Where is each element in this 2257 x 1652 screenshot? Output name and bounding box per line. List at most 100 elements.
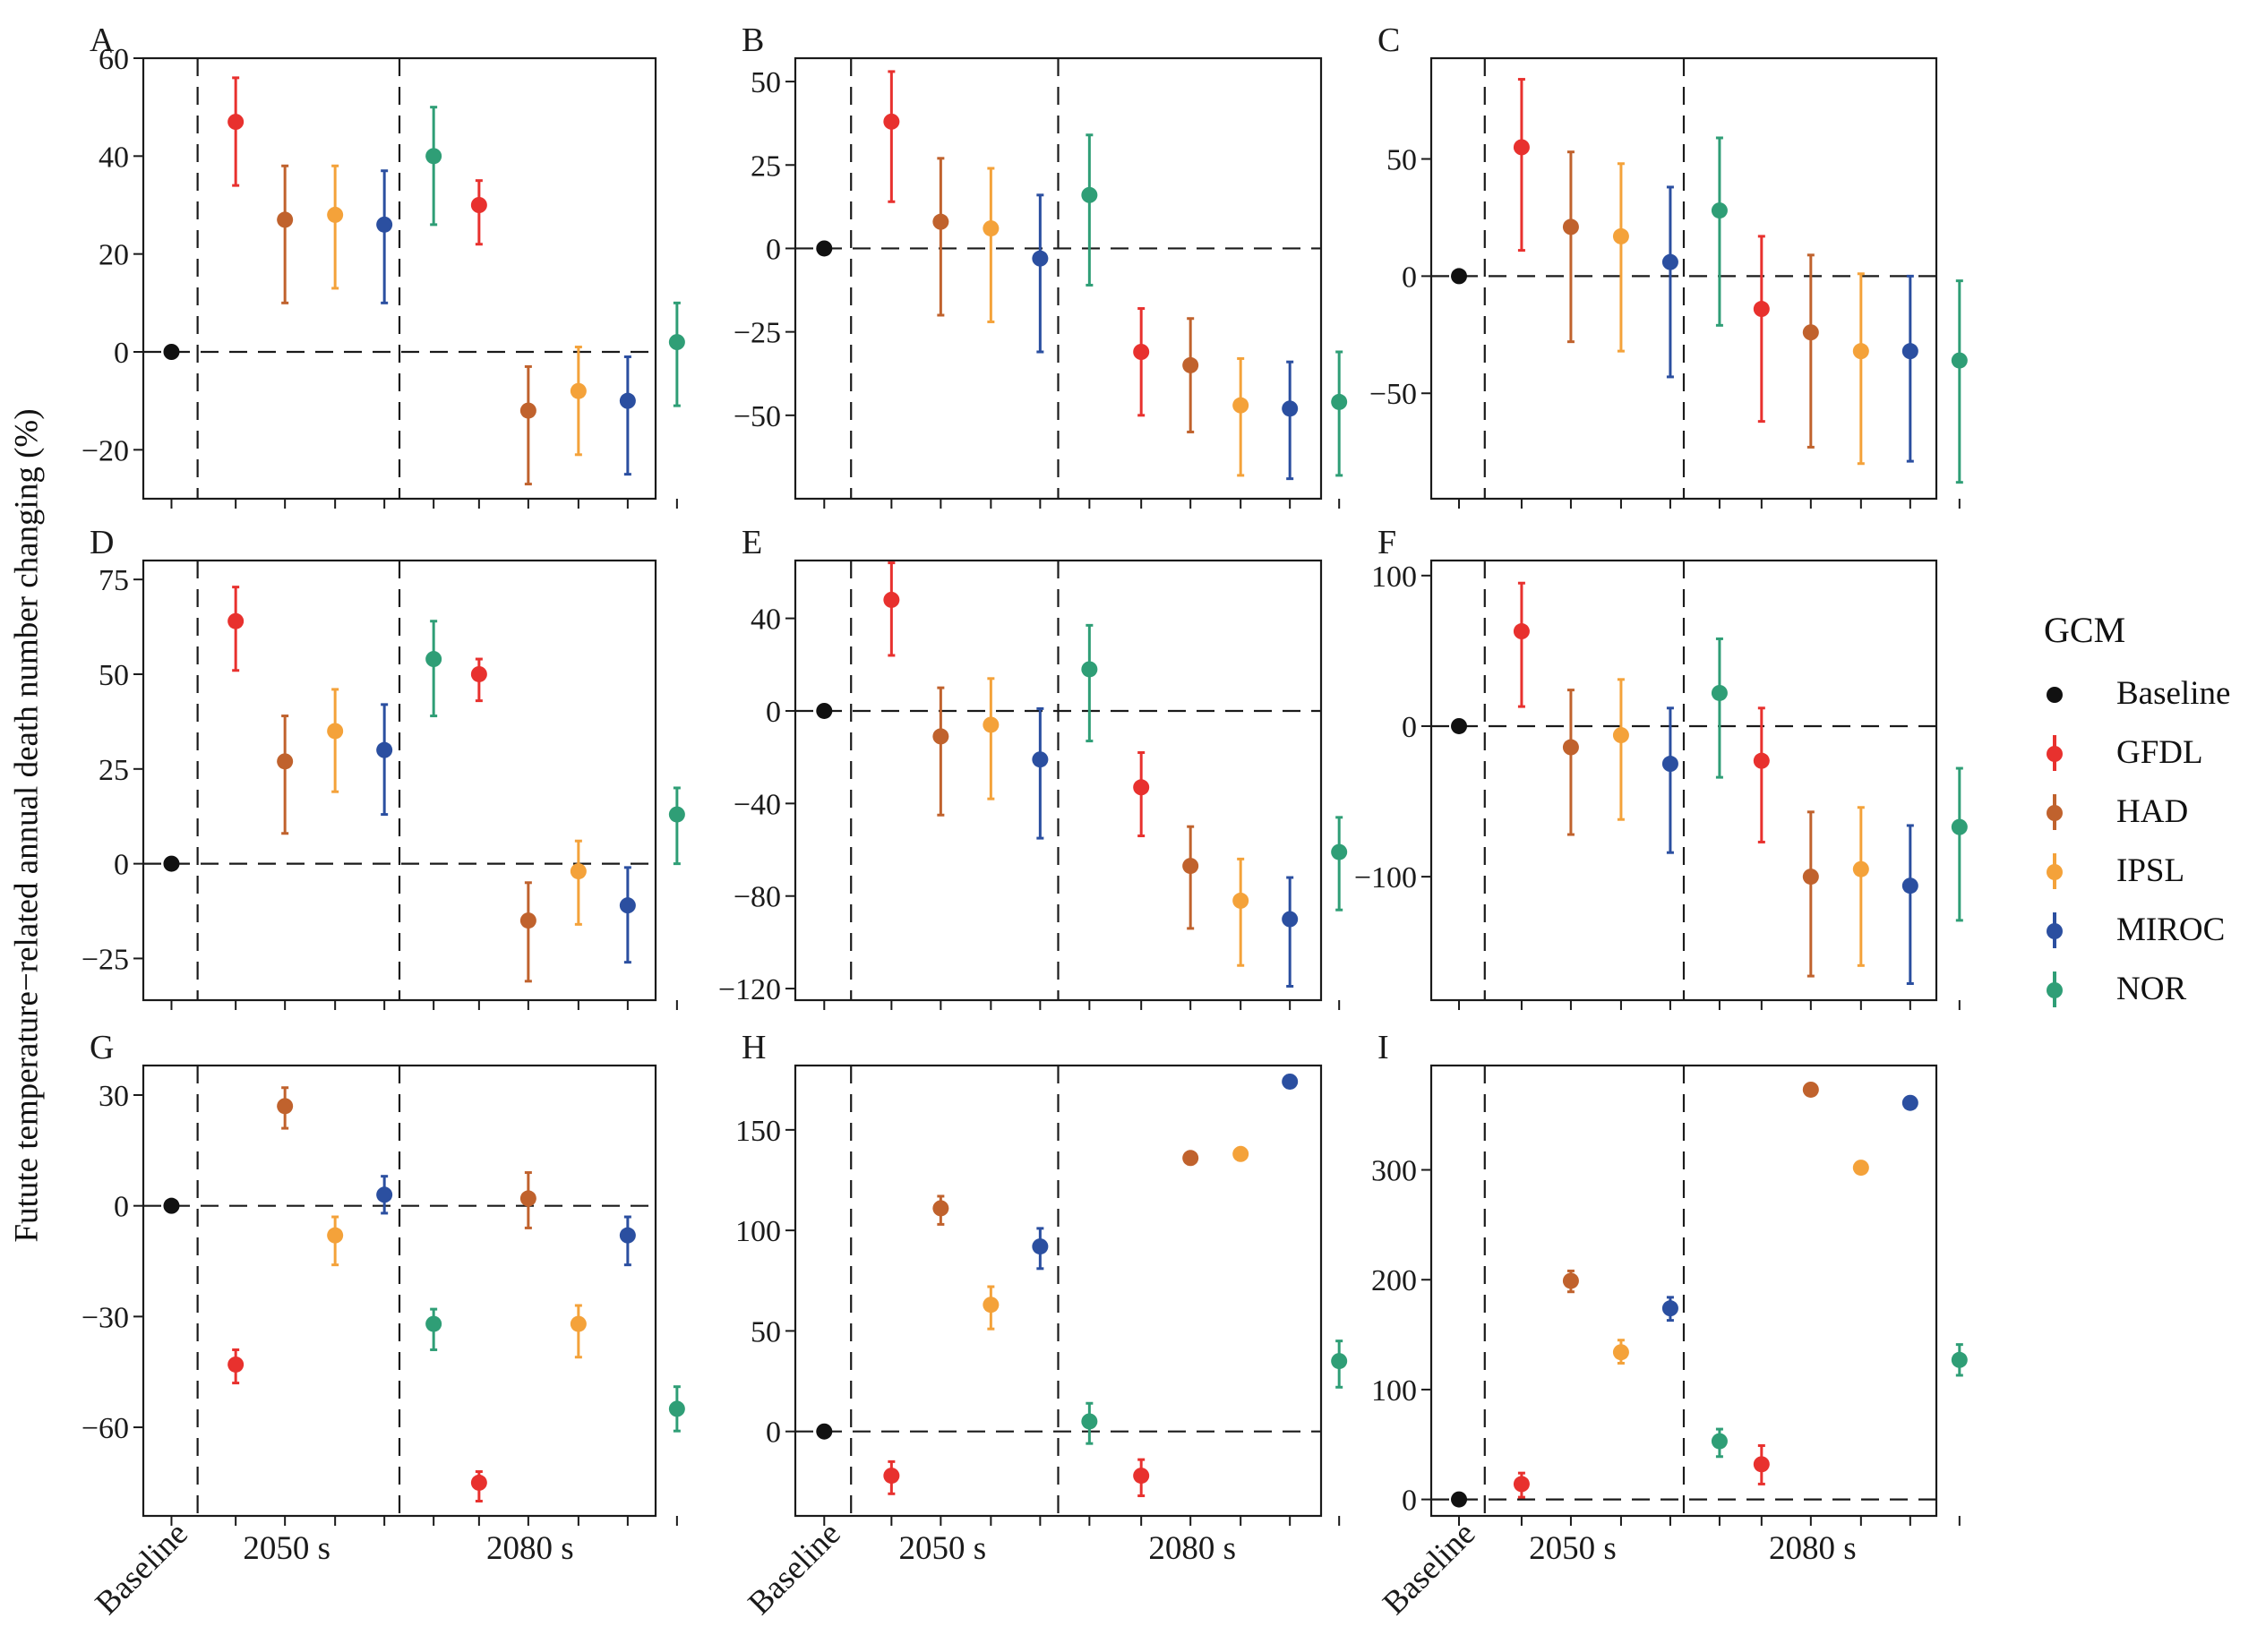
x-tick-label-2050s: 2050 s <box>1529 1530 1617 1567</box>
data-point-baseline <box>1451 268 1468 285</box>
panel-letter: H <box>742 1029 766 1066</box>
data-point-gfdl <box>470 1474 487 1491</box>
data-point-had <box>932 728 949 745</box>
data-point-miroc <box>619 392 636 409</box>
data-point-miroc <box>619 897 636 914</box>
data-point-nor <box>425 148 442 165</box>
data-point-miroc <box>1661 253 1678 270</box>
legend-label: MIROC <box>2116 912 2226 948</box>
data-point-nor <box>668 334 685 351</box>
data-point-had <box>1562 739 1579 756</box>
y-tick-label: 0 <box>1402 261 1417 294</box>
y-tick-label: 200 <box>1371 1264 1417 1297</box>
data-point-had <box>1182 356 1199 373</box>
y-tick-label: 50 <box>99 659 129 692</box>
data-point-miroc <box>1901 1094 1918 1111</box>
data-point-ipsl <box>570 1315 587 1332</box>
y-tick-label: 300 <box>1371 1155 1417 1188</box>
data-point-nor <box>1081 186 1098 203</box>
data-point-gfdl <box>227 114 245 131</box>
data-point-nor <box>1951 1351 1968 1368</box>
legend-swatch-dot <box>2047 923 2063 939</box>
data-point-baseline <box>816 1423 833 1440</box>
data-point-nor <box>1331 393 1348 410</box>
data-point-miroc <box>1032 1238 1049 1255</box>
y-tick-label: 0 <box>1402 711 1417 744</box>
data-point-baseline <box>816 240 833 257</box>
data-point-gfdl <box>1133 1468 1150 1485</box>
panel-letter: E <box>742 524 762 561</box>
y-tick-label: 0 <box>114 1191 129 1224</box>
x-tick-label-baseline: Baseline <box>742 1515 848 1622</box>
data-point-gfdl <box>1513 1476 1530 1493</box>
data-point-gfdl <box>1753 301 1770 318</box>
data-point-had <box>277 211 294 228</box>
data-point-had <box>277 1098 294 1115</box>
data-point-nor <box>1711 684 1728 701</box>
data-point-gfdl <box>1513 623 1530 640</box>
data-point-gfdl <box>1753 752 1770 769</box>
data-point-nor <box>425 1315 442 1332</box>
legend-swatch-dot <box>2047 982 2063 998</box>
y-tick-label: −40 <box>734 788 781 821</box>
data-point-miroc <box>619 1227 636 1244</box>
legend-swatch-dot <box>2047 746 2063 762</box>
data-point-ipsl <box>983 220 1000 237</box>
data-point-had <box>1562 218 1579 235</box>
data-point-ipsl <box>1852 343 1869 360</box>
data-point-nor <box>1711 202 1728 219</box>
data-point-ipsl <box>327 1227 344 1244</box>
data-point-miroc <box>376 741 393 758</box>
data-point-had <box>277 753 294 770</box>
y-tick-label: 0 <box>766 233 781 266</box>
data-point-nor <box>1331 1353 1348 1370</box>
data-point-miroc <box>1282 400 1299 417</box>
data-point-ipsl <box>983 716 1000 733</box>
data-point-baseline <box>163 344 180 360</box>
legend-title: GCM <box>2044 610 2126 650</box>
y-tick-label: 100 <box>1371 1374 1417 1408</box>
data-point-gfdl <box>1513 139 1530 156</box>
data-point-gfdl <box>227 612 245 629</box>
data-point-had <box>519 1190 536 1207</box>
data-point-baseline <box>1451 1491 1468 1508</box>
y-tick-label: −60 <box>82 1412 129 1445</box>
legend-item-nor: NOR <box>2006 963 2248 1022</box>
data-point-baseline <box>163 1197 180 1214</box>
data-point-ipsl <box>570 382 587 399</box>
y-tick-label: 100 <box>1371 561 1417 594</box>
y-tick-label: 60 <box>99 43 129 76</box>
data-point-had <box>1802 869 1819 886</box>
legend-item-gfdl: GFDL <box>2006 726 2248 785</box>
data-point-had <box>1802 1081 1819 1098</box>
y-tick-label: −25 <box>734 317 781 350</box>
data-point-gfdl <box>1133 344 1150 360</box>
data-point-baseline <box>1451 717 1468 734</box>
data-point-gfdl <box>470 197 487 213</box>
y-tick-label: 150 <box>735 1115 781 1148</box>
data-point-had <box>1562 1272 1579 1289</box>
legend: GCM Baseline GFDL HAD IPSL MIROC NOR <box>2006 609 2248 1022</box>
y-tick-label: 0 <box>114 337 129 370</box>
data-point-nor <box>1711 1433 1728 1450</box>
y-tick-label: 100 <box>735 1215 781 1248</box>
legend-label: Baseline <box>2116 675 2231 712</box>
data-point-ipsl <box>1232 1145 1249 1162</box>
y-tick-label: −80 <box>734 881 781 914</box>
panel-letter: D <box>90 524 114 561</box>
y-tick-label: −25 <box>82 943 129 976</box>
y-tick-label: −100 <box>1354 861 1417 894</box>
data-point-gfdl <box>883 591 900 608</box>
data-point-baseline <box>816 702 833 719</box>
data-point-miroc <box>1661 1300 1678 1317</box>
y-tick-label: −20 <box>82 434 129 467</box>
y-tick-label: 0 <box>766 696 781 729</box>
data-point-ipsl <box>327 723 344 740</box>
y-tick-label: −50 <box>734 400 781 433</box>
y-tick-label: 25 <box>751 150 781 183</box>
data-point-miroc <box>376 1186 393 1203</box>
data-point-ipsl <box>1612 227 1629 244</box>
data-point-nor <box>1081 1413 1098 1430</box>
legend-item-had: HAD <box>2006 785 2248 844</box>
